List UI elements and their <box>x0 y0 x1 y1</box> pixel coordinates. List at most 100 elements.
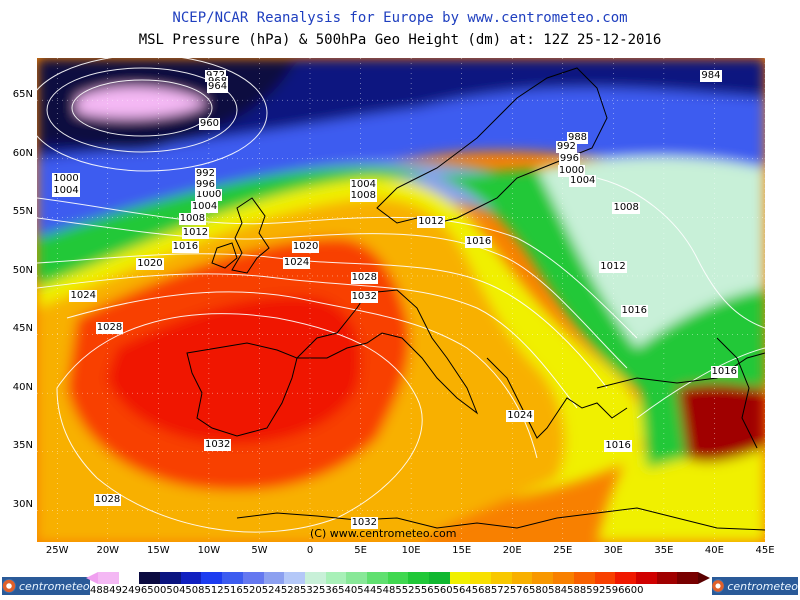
map-canvas <box>37 58 765 542</box>
logo-icon <box>2 579 16 593</box>
legend-swatch <box>387 572 409 584</box>
lat-label: 45N <box>12 323 33 334</box>
isobar-label: 1016 <box>710 366 738 379</box>
isobar-label: 984 <box>700 69 722 82</box>
isobar-label: 1008 <box>349 190 378 203</box>
isobar-label: 1020 <box>291 240 320 253</box>
legend-swatch <box>470 572 492 584</box>
legend-swatch <box>408 572 429 584</box>
isobar-label: 1016 <box>620 305 648 318</box>
lon-label: 15E <box>452 545 472 556</box>
legend-arrow-right <box>698 572 710 584</box>
legend-labels: 4884924965005045085125165205245285325365… <box>90 585 644 596</box>
legend-swatch <box>284 572 305 584</box>
isobar-label: 1004 <box>52 184 80 197</box>
lon-label: 5E <box>354 545 367 556</box>
legend-swatch <box>325 572 347 584</box>
field-darkred-se <box>677 383 765 463</box>
lon-label: 35E <box>654 545 674 556</box>
lon-label: 0 <box>306 545 314 556</box>
legend-swatch <box>635 572 657 584</box>
legend-swatch <box>511 572 533 584</box>
legend-swatch <box>242 572 264 584</box>
lon-label: 40E <box>704 545 724 556</box>
lon-label: 20E <box>502 545 522 556</box>
lat-label: 55N <box>12 206 33 217</box>
lat-label: 35N <box>12 440 33 451</box>
lat-label: 60N <box>12 148 33 159</box>
legend-swatch <box>346 572 367 584</box>
legend-swatch <box>263 572 285 584</box>
isobar-label: 1032 <box>350 291 379 304</box>
isobar-label: 988 <box>566 131 589 144</box>
isobar-lines <box>37 58 765 533</box>
isobar-label: 1024 <box>282 257 311 270</box>
lat-label: 40N <box>12 382 33 393</box>
isobar-label: 1028 <box>350 272 379 285</box>
isobar-label: 1016 <box>604 440 632 453</box>
legend-swatch <box>677 572 698 584</box>
isobar-label: 1008 <box>612 202 640 215</box>
isobar-label: 996 <box>558 152 580 165</box>
isobar-label: 1020 <box>136 258 164 271</box>
field-palegreen <box>537 156 765 348</box>
legend-swatch <box>615 572 636 584</box>
isobar-label: 964 <box>207 81 229 94</box>
color-legend <box>98 572 698 584</box>
copyright-text: (C) www.centrometeo.com <box>310 527 457 540</box>
legend-swatch <box>594 572 616 584</box>
isobar-label: 1012 <box>417 216 445 229</box>
lon-label: 15W <box>147 545 170 556</box>
logo-left: centrometeo <box>2 577 90 595</box>
isobar-label: 1004 <box>190 201 219 213</box>
legend-swatch <box>449 572 471 584</box>
isobar-label: 996 <box>194 178 216 191</box>
legend-swatch <box>180 572 202 584</box>
isobar-label: 1028 <box>93 493 122 506</box>
lat-label: 65N <box>12 89 33 100</box>
logo-icon <box>712 579 725 593</box>
logo-right: centrometeo <box>712 577 798 595</box>
legend-swatch <box>160 572 181 584</box>
logo-text: centrometeo <box>19 579 90 593</box>
graticule <box>37 58 765 542</box>
isobar-label: 1028 <box>95 321 124 334</box>
lon-label: 10E <box>401 545 421 556</box>
legend-swatch <box>366 572 388 584</box>
isobar-label: 1000 <box>194 189 223 202</box>
isobar-label: 1024 <box>69 290 97 303</box>
legend-swatch <box>139 572 161 584</box>
isobar-label: 1004 <box>568 175 597 188</box>
isobar-label: 1016 <box>171 240 200 253</box>
isobar-label: 1004 <box>349 178 378 191</box>
lon-label: 45E <box>755 545 775 556</box>
isobar-label: 992 <box>194 168 216 181</box>
lat-label: 30N <box>12 499 33 510</box>
isobar-label: 992 <box>555 141 577 154</box>
isobar-label: 1032 <box>350 517 379 530</box>
legend-swatch <box>222 572 243 584</box>
isobar-label: 1016 <box>464 236 493 249</box>
field-darkred <box>107 296 361 444</box>
lon-label: 5W <box>251 545 268 556</box>
legend-swatch <box>304 572 326 584</box>
lat-label: 50N <box>12 265 33 276</box>
isobar-label: 1012 <box>181 226 210 239</box>
legend-swatch <box>532 572 554 584</box>
lon-label: 10W <box>197 545 221 556</box>
isobar-label: 1032 <box>203 438 232 451</box>
legend-swatch <box>98 572 119 584</box>
isobar-label: 960 <box>198 117 220 130</box>
isobar-label: 1012 <box>599 260 627 273</box>
lon-label: 25E <box>553 545 573 556</box>
legend-swatch <box>118 572 140 584</box>
legend-swatch <box>429 572 450 584</box>
legend-swatch <box>553 572 574 584</box>
lon-label: 20W <box>96 545 120 556</box>
map-subtitle: MSL Pressure (hPa) & 500hPa Geo Height (… <box>138 32 662 48</box>
legend-swatch <box>656 572 678 584</box>
isobar-label: 1000 <box>557 164 586 177</box>
lon-label: 25W <box>45 545 69 556</box>
isobar-label: 1024 <box>506 409 534 422</box>
isobar-label: 1000 <box>52 172 80 185</box>
